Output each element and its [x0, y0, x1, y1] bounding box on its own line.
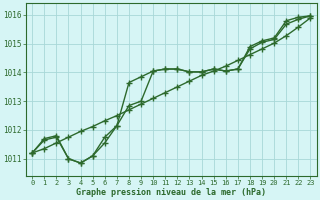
X-axis label: Graphe pression niveau de la mer (hPa): Graphe pression niveau de la mer (hPa)	[76, 188, 266, 197]
